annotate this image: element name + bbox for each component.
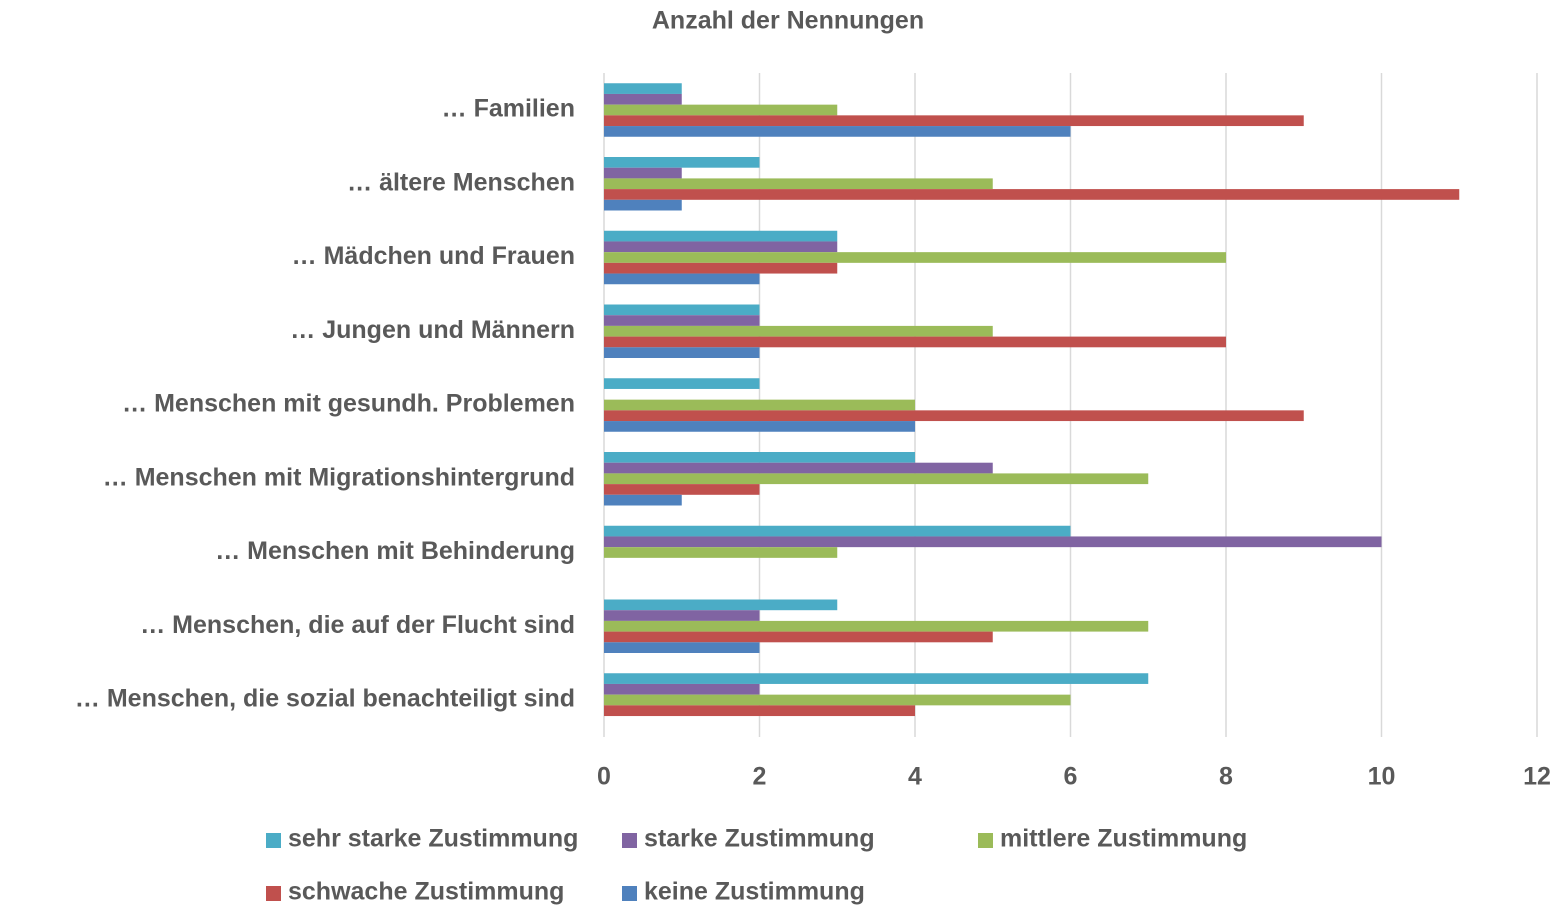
legend-swatch [978, 833, 993, 848]
bar [604, 462, 993, 474]
bar [604, 115, 1304, 127]
bar [604, 230, 838, 242]
bar [604, 157, 760, 168]
bar [604, 683, 760, 695]
bar [604, 673, 1149, 684]
bar [604, 494, 682, 506]
legend-label: schwache Zustimmung [288, 878, 564, 906]
bar [604, 473, 1149, 485]
bar [604, 399, 915, 411]
x-tick-label: 2 [753, 763, 767, 791]
bar [604, 631, 993, 643]
bar [604, 93, 682, 105]
bar [604, 705, 915, 717]
bar [604, 347, 760, 358]
y-tick-label: … Jungen und Männern [290, 316, 575, 344]
y-tick-label: … ältere Menschen [347, 168, 575, 196]
bar [604, 199, 682, 211]
bar [604, 599, 838, 611]
bar [604, 126, 1071, 137]
x-tick-label: 12 [1523, 763, 1551, 791]
bar [604, 610, 760, 621]
legend-label: sehr starke Zustimmung [288, 825, 578, 853]
bar [604, 536, 1382, 548]
bar [604, 336, 1226, 348]
bar [604, 83, 682, 94]
x-tick-label: 8 [1219, 763, 1233, 791]
y-tick-label: … Mädchen und Frauen [292, 242, 575, 270]
bar [604, 620, 1149, 632]
bar [604, 694, 1071, 706]
bar [604, 262, 838, 274]
legend-swatch [266, 886, 281, 901]
y-tick-label: … Menschen, die sozial benachteiligt sin… [75, 685, 575, 713]
bar [604, 178, 993, 190]
bar [604, 325, 993, 337]
bar [604, 304, 760, 316]
y-tick-label: … Menschen, die auf der Flucht sind [140, 611, 575, 639]
x-tick-label: 6 [1064, 763, 1078, 791]
x-tick-label: 0 [597, 763, 611, 791]
bar [604, 104, 838, 116]
y-tick-label: … Familien [442, 95, 575, 123]
legend-label: starke Zustimmung [644, 825, 875, 853]
bar [604, 378, 760, 389]
bar [604, 547, 838, 558]
bar [604, 452, 915, 463]
x-tick-label: 4 [908, 763, 922, 791]
legend-label: keine Zustimmung [644, 878, 865, 906]
bar [604, 241, 838, 253]
bar [604, 421, 915, 432]
bar [604, 273, 760, 285]
bar [604, 167, 682, 179]
bar [604, 315, 760, 326]
y-tick-label: … Menschen mit Behinderung [215, 537, 575, 565]
y-tick-label: … Menschen mit Migrationshintergrund [103, 463, 575, 491]
chart-title: Anzahl der Nennungen [652, 7, 924, 35]
bar [604, 410, 1304, 422]
y-tick-label: … Menschen mit gesundh. Problemen [122, 390, 575, 418]
legend-label: mittlere Zustimmung [1000, 825, 1247, 853]
legend-swatch [622, 886, 637, 901]
bar [604, 642, 760, 653]
legend-swatch [266, 833, 281, 848]
x-tick-label: 10 [1368, 763, 1396, 791]
bar [604, 484, 760, 495]
bar [604, 252, 1226, 263]
legend-swatch [622, 833, 637, 848]
bar [604, 189, 1460, 200]
bar [604, 525, 1071, 537]
